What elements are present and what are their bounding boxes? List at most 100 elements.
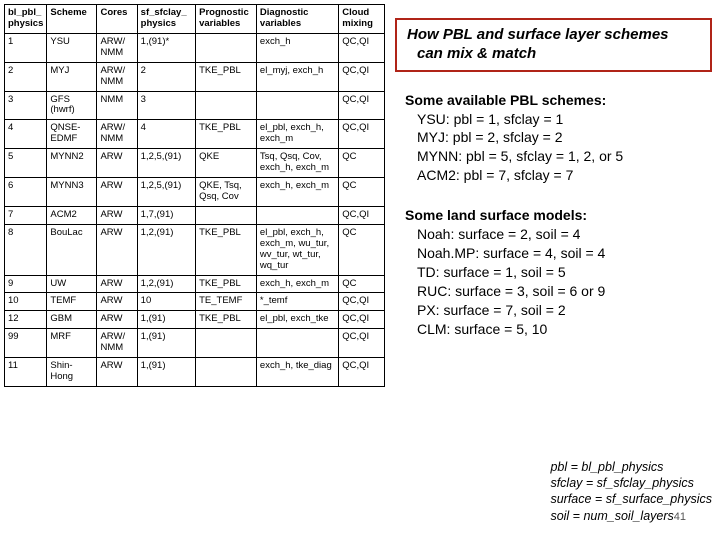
- table-cell: 2: [5, 62, 47, 91]
- table-cell: QKE: [196, 149, 257, 178]
- th-scheme: Scheme: [47, 5, 97, 34]
- table-cell: ARW: [97, 178, 137, 207]
- table-cell: 1,2,5,(91): [137, 149, 195, 178]
- table-cell: 10: [5, 293, 47, 311]
- table-row: 99MRFARW/ NMM1,(91)QC,QI: [5, 329, 385, 358]
- table-row: 11Shin-HongARW1,(91)exch_h, tke_diagQC,Q…: [5, 358, 385, 387]
- table-cell: BouLac: [47, 224, 97, 275]
- table-cell: [196, 206, 257, 224]
- table-cell: 3: [137, 91, 195, 120]
- table-cell: 11: [5, 358, 47, 387]
- table-row: 4QNSE- EDMFARW/ NMM4TKE_PBLel_pbl, exch_…: [5, 120, 385, 149]
- table-cell: QC,QI: [339, 33, 385, 62]
- table-cell: [256, 91, 338, 120]
- table-cell: TEMF: [47, 293, 97, 311]
- table-cell: exch_h, exch_m: [256, 178, 338, 207]
- table-panel: bl_pbl_ physics Scheme Cores sf_sfclay_ …: [0, 0, 385, 540]
- table-cell: ARW: [97, 358, 137, 387]
- footnote-line: sfclay = sf_sfclay_physics: [550, 475, 712, 491]
- table-cell: TKE_PBL: [196, 120, 257, 149]
- table-row: 3GFS (hwrf)NMM3QC,QI: [5, 91, 385, 120]
- table-cell: QC: [339, 275, 385, 293]
- lsm-item: RUC: surface = 3, soil = 6 or 9: [405, 282, 712, 301]
- table-cell: 7: [5, 206, 47, 224]
- table-cell: YSU: [47, 33, 97, 62]
- table-cell: ARW/ NMM: [97, 329, 137, 358]
- footnote-line: pbl = bl_pbl_physics: [550, 459, 712, 475]
- table-cell: MYNN2: [47, 149, 97, 178]
- table-cell: UW: [47, 275, 97, 293]
- notes-panel: How PBL and surface layer schemes can mi…: [385, 0, 720, 540]
- table-cell: QC,QI: [339, 329, 385, 358]
- table-cell: exch_h, exch_m: [256, 275, 338, 293]
- table-cell: QNSE- EDMF: [47, 120, 97, 149]
- footnote-l4: soil = num_soil_layers: [550, 509, 673, 523]
- table-cell: QC,QI: [339, 293, 385, 311]
- title-box: How PBL and surface layer schemes can mi…: [395, 18, 712, 72]
- table-cell: TKE_PBL: [196, 311, 257, 329]
- table-cell: ACM2: [47, 206, 97, 224]
- pbl-item: YSU: pbl = 1, sfclay = 1: [405, 110, 712, 129]
- table-cell: ARW/ NMM: [97, 120, 137, 149]
- table-cell: QC,QI: [339, 358, 385, 387]
- th-diagnostic: Diagnostic variables: [256, 5, 338, 34]
- table-cell: [196, 91, 257, 120]
- table-cell: 1: [5, 33, 47, 62]
- table-row: 6MYNN3ARW1,2,5,(91)QKE, Tsq, Qsq, Covexc…: [5, 178, 385, 207]
- table-row: 1YSUARW/ NMM1,(91)*exch_hQC,QI: [5, 33, 385, 62]
- pbl-section: Some available PBL schemes: YSU: pbl = 1…: [395, 92, 712, 186]
- table-cell: ARW: [97, 206, 137, 224]
- table-cell: el_myj, exch_h: [256, 62, 338, 91]
- table-cell: 5: [5, 149, 47, 178]
- table-cell: QC,QI: [339, 311, 385, 329]
- table-cell: [196, 329, 257, 358]
- table-cell: ARW/ NMM: [97, 62, 137, 91]
- lsm-item: Noah.MP: surface = 4, soil = 4: [405, 244, 712, 263]
- table-row: 2MYJARW/ NMM2TKE_PBLel_myj, exch_hQC,QI: [5, 62, 385, 91]
- table-row: 5MYNN2ARW1,2,5,(91)QKETsq, Qsq, Cov, exc…: [5, 149, 385, 178]
- table-cell: 1,(91): [137, 358, 195, 387]
- footnote-line: surface = sf_surface_physics: [550, 491, 712, 507]
- table-cell: 12: [5, 311, 47, 329]
- footnote-block: pbl = bl_pbl_physics sfclay = sf_sfclay_…: [550, 459, 712, 524]
- page-number: 41: [674, 511, 686, 523]
- table-cell: ARW: [97, 275, 137, 293]
- lsm-item: PX: surface = 7, soil = 2: [405, 301, 712, 320]
- lsm-item: CLM: surface = 5, 10: [405, 320, 712, 339]
- table-cell: [256, 329, 338, 358]
- table-row: 10TEMFARW10TE_TEMF*_temfQC,QI: [5, 293, 385, 311]
- table-cell: QC,QI: [339, 120, 385, 149]
- table-cell: 8: [5, 224, 47, 275]
- lsm-item: Noah: surface = 2, soil = 4: [405, 225, 712, 244]
- table-cell: 1,2,5,(91): [137, 178, 195, 207]
- table-cell: 1,2,(91): [137, 224, 195, 275]
- table-row: 7ACM2ARW1,7,(91)QC,QI: [5, 206, 385, 224]
- th-sfclay: sf_sfclay_ physics: [137, 5, 195, 34]
- table-cell: TKE_PBL: [196, 62, 257, 91]
- table-cell: QC: [339, 178, 385, 207]
- table-cell: el_pbl, exch_h, exch_m, wu_tur, wv_tur, …: [256, 224, 338, 275]
- schemes-table: bl_pbl_ physics Scheme Cores sf_sfclay_ …: [4, 4, 385, 387]
- table-cell: exch_h, tke_diag: [256, 358, 338, 387]
- footnote-line: soil = num_soil_layers41: [550, 508, 712, 524]
- table-cell: ARW: [97, 293, 137, 311]
- table-cell: GFS (hwrf): [47, 91, 97, 120]
- table-cell: el_pbl, exch_tke: [256, 311, 338, 329]
- table-cell: *_temf: [256, 293, 338, 311]
- table-cell: QC,QI: [339, 91, 385, 120]
- table-cell: 3: [5, 91, 47, 120]
- table-cell: 4: [5, 120, 47, 149]
- table-cell: MRF: [47, 329, 97, 358]
- table-cell: GBM: [47, 311, 97, 329]
- table-cell: QC,QI: [339, 62, 385, 91]
- table-cell: TE_TEMF: [196, 293, 257, 311]
- th-cores: Cores: [97, 5, 137, 34]
- table-cell: QC,QI: [339, 206, 385, 224]
- table-cell: QC: [339, 224, 385, 275]
- table-cell: 9: [5, 275, 47, 293]
- pbl-item: MYJ: pbl = 2, sfclay = 2: [405, 128, 712, 147]
- pbl-heading: Some available PBL schemes:: [405, 92, 712, 108]
- table-cell: 10: [137, 293, 195, 311]
- table-cell: ARW/ NMM: [97, 33, 137, 62]
- lsm-heading: Some land surface models:: [405, 207, 712, 223]
